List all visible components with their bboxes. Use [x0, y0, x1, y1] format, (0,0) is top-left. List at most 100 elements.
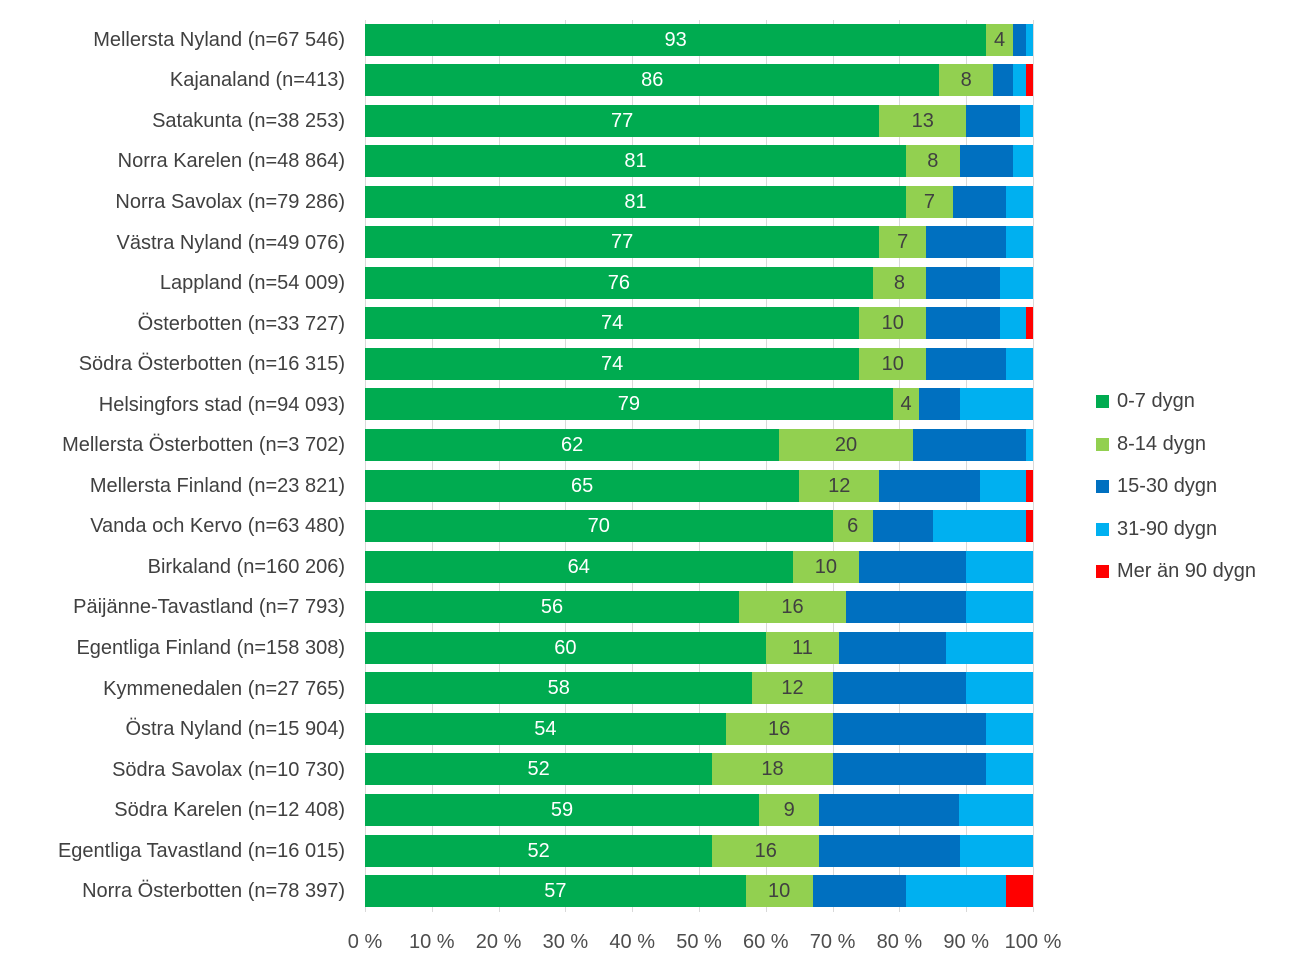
x-axis-tick-label: 30 %: [542, 931, 589, 953]
bar-segment-0-7-dygn: 86: [365, 64, 940, 97]
bar-segment-15-30-dygn: [859, 550, 967, 583]
legend-swatch-icon: [1096, 480, 1109, 494]
category-label: Kymmenedalen (n=27 765): [103, 677, 345, 700]
bar-segment-31-90-dygn: [999, 307, 1027, 340]
bar-row: 58 12: [365, 672, 1033, 705]
x-axis: 0 % 10 % 20 % 30 % 40 % 50 % 60 % 70 % 80 % 90 % 1…: [348, 926, 1062, 958]
category-label: Södra Österbotten (n=16 315): [78, 353, 345, 376]
bar-segment-31-90-dygn: [966, 672, 1033, 705]
bar-segment-31-90-dygn: [1019, 104, 1033, 137]
bar-row: 62 20: [365, 429, 1033, 461]
legend-item: 15-30 dygn: [1096, 475, 1217, 497]
bar-row: 77 13: [365, 104, 1033, 137]
legend-label: 8-14 dygn: [1117, 432, 1206, 455]
bar-segment-15-30-dygn: [992, 64, 1013, 97]
bar-segment-0-7-dygn: 74: [365, 347, 860, 380]
bar-row: 79 4: [365, 388, 1033, 421]
bar-row: 76 8: [365, 266, 1033, 299]
bar-segment-0-7-dygn: 76: [365, 266, 873, 299]
gridline: [966, 20, 968, 912]
bar-row: 56 16: [365, 591, 1033, 624]
bar-row: 65 12: [365, 469, 1033, 502]
legend: 0-7 dygn 8-14 dygn 15-30 dygn 31-90 dygn Mer…: [1096, 390, 1296, 591]
bar-segment-0-7-dygn: 59: [365, 793, 760, 826]
bar-segment-31-90-dygn: [959, 388, 1033, 421]
category-label: Norra Österbotten (n=78 397): [82, 880, 345, 903]
bar-segment-8-14-dygn: 16: [725, 712, 833, 745]
bar-segment-mer-än-90-dygn: [1026, 64, 1033, 97]
bar-segment-0-7-dygn: 56: [365, 591, 740, 624]
category-label: Lappland (n=54 009): [159, 272, 345, 295]
bar-segment-31-90-dygn: [1006, 347, 1033, 380]
gridline: [832, 20, 834, 912]
bar-segment-15-30-dygn: [832, 672, 967, 705]
x-axis-tick-label: 90 %: [943, 931, 989, 953]
category-label: Mellersta Nyland (n=67 546): [93, 28, 345, 51]
bar-segment-15-30-dygn: [872, 510, 933, 543]
bar-segment-31-90-dygn: [959, 793, 1033, 826]
bar-segment-15-30-dygn: [1012, 23, 1027, 56]
category-label: Västra Nyland (n=49 076): [116, 231, 345, 254]
bar-segment-mer-än-90-dygn: [1026, 510, 1033, 543]
x-axis-tick-label: 50 %: [676, 931, 722, 953]
bar-segment-8-14-dygn: 11: [765, 631, 840, 664]
legend-item: 8-14 dygn: [1096, 432, 1206, 455]
category-label: Norra Karelen (n=48 864): [117, 150, 345, 173]
category-label: Österbotten (n=33 727): [137, 312, 345, 335]
bar-segment-8-14-dygn: 12: [799, 469, 880, 502]
bar-segment-15-30-dygn: [926, 307, 1000, 340]
bar-segment-31-90-dygn: [959, 834, 1033, 867]
bar-segment-0-7-dygn: 81: [365, 145, 907, 178]
bar-segment-31-90-dygn: [932, 510, 1027, 543]
bar-segment-8-14-dygn: 10: [792, 550, 860, 583]
bar-segment-mer-än-90-dygn: [1026, 469, 1033, 502]
gridline: [1033, 20, 1034, 912]
bar-segment-31-90-dygn: [966, 591, 1033, 624]
bar-segment-15-30-dygn: [952, 185, 1007, 218]
bar-segment-15-30-dygn: [926, 347, 1007, 380]
bar-row: 60 11: [365, 631, 1033, 664]
category-label: Södra Karelen (n=12 408): [114, 799, 345, 822]
category-axis: Mellersta Nyland (n=67 546) Kajanaland (n…: [0, 20, 345, 912]
legend-item: 31-90 dygn: [1096, 518, 1217, 540]
category-label: Egentliga Finland (n=158 308): [76, 637, 345, 660]
bar-segment-31-90-dygn: [1006, 185, 1033, 218]
bar-segment-15-30-dygn: [832, 753, 987, 786]
bar-segment-0-7-dygn: 79: [365, 388, 893, 421]
bar-segment-8-14-dygn: 16: [739, 591, 846, 624]
bar-segment-8-14-dygn: 4: [892, 388, 920, 421]
bar-segment-0-7-dygn: 58: [365, 672, 753, 705]
x-axis-tick-label: 100 %: [1004, 931, 1062, 953]
gridline: [365, 20, 366, 912]
bar-segment-8-14-dygn: 18: [712, 753, 833, 786]
bar-segment-8-14-dygn: 13: [879, 104, 967, 137]
bar-segment-31-90-dygn: [906, 875, 1007, 908]
category-label: Helsingfors stad (n=94 093): [98, 393, 345, 416]
bar-row: 59 9: [365, 793, 1033, 826]
bar-segment-8-14-dygn: 10: [859, 307, 927, 340]
legend-item: Mer än 90 dygn: [1096, 560, 1256, 582]
gridline: [565, 20, 567, 912]
x-axis-tick-label: 40 %: [609, 931, 655, 953]
bar-row: 86 8: [365, 64, 1033, 97]
bar-segment-0-7-dygn: 54: [365, 712, 726, 745]
x-axis-tick-label: 10 %: [409, 931, 455, 953]
bar-segment-31-90-dygn: [999, 266, 1033, 299]
bar-segment-8-14-dygn: 16: [712, 834, 820, 867]
bar-segment-15-30-dygn: [912, 429, 1027, 461]
plot-area: 93 4 86 8 77 13 81 8 81 7 77 7 76 8 74 10 74 10 79 4 62 20 65 1…: [365, 20, 1034, 912]
bar-segment-31-90-dygn: [986, 712, 1033, 745]
bar-segment-mer-än-90-dygn: [1026, 307, 1033, 340]
bar-segment-15-30-dygn: [919, 388, 960, 421]
legend-swatch-icon: [1096, 565, 1109, 579]
bar-row: 77 7: [365, 226, 1033, 259]
bar-segment-8-14-dygn: 8: [939, 64, 993, 97]
x-axis-tick-label: 80 %: [876, 931, 923, 953]
bar-segment-0-7-dygn: 70: [365, 510, 833, 543]
bar-segment-15-30-dygn: [926, 226, 1007, 259]
x-axis-tick-label: 20 %: [475, 931, 522, 953]
bar-segment-31-90-dygn: [1006, 226, 1033, 259]
bar-segment-0-7-dygn: 64: [365, 550, 793, 583]
bar-segment-31-90-dygn: [1026, 23, 1033, 56]
bar-segment-mer-än-90-dygn: [1006, 875, 1033, 908]
